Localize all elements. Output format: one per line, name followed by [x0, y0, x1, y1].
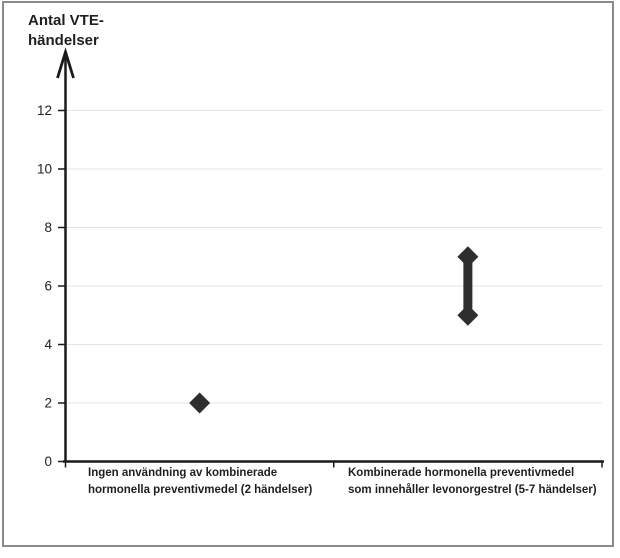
y-tick-label: 10 — [37, 162, 52, 177]
y-tick-label: 0 — [44, 454, 52, 469]
y-tick-label: 12 — [37, 103, 52, 118]
y-tick-label: 4 — [44, 337, 52, 352]
y-axis-arrow-icon — [56, 47, 75, 79]
y-tick-label: 2 — [44, 396, 52, 411]
y-tick-label: 8 — [44, 220, 52, 235]
y-tick-label: 6 — [44, 279, 52, 294]
diamond-marker — [457, 304, 479, 326]
x-category-label-levonorgestrel: Kombinerade hormonella preventivmedel so… — [348, 467, 597, 496]
x-category-label-no-use: Ingen användning av kombinerade hormonel… — [88, 467, 313, 496]
diamond-marker — [189, 392, 211, 414]
diamond-marker — [457, 246, 479, 268]
chart-frame — [2, 1, 614, 547]
range-connector-bar — [463, 256, 473, 316]
y-axis-title: Antal VTE- händelser — [28, 12, 104, 49]
